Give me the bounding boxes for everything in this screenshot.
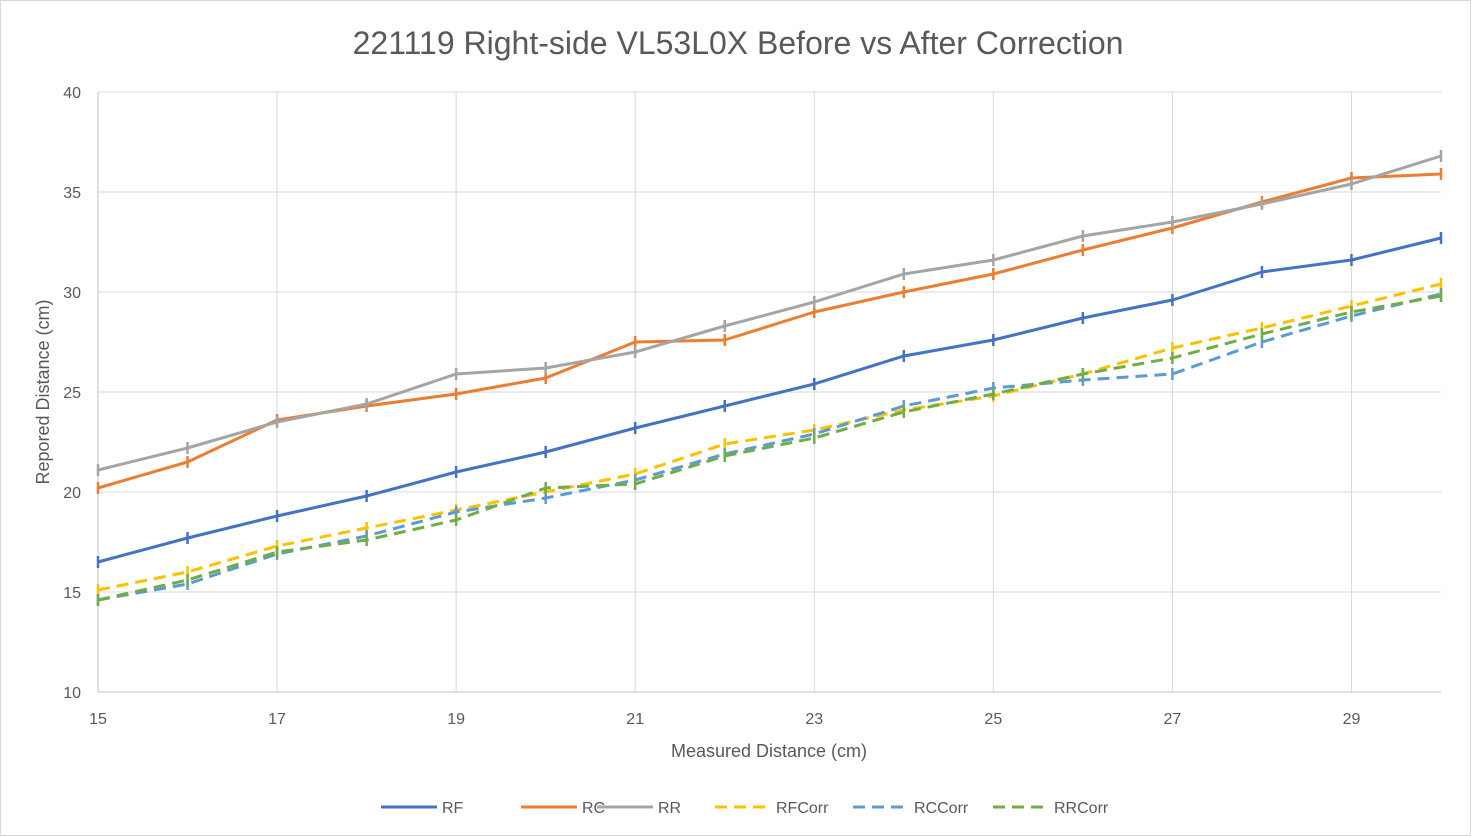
y-axis-title: Repored Distance (cm) [33,299,53,484]
y-tick-label: 20 [63,485,81,502]
x-tick-label: 27 [1164,711,1182,728]
y-tick-label: 35 [63,185,81,202]
legend-label-rr: RR [658,800,681,817]
legend-label-rfcorr: RFCorr [776,800,829,817]
series-line-rfcorr [97,282,1442,592]
y-tick-label: 15 [63,585,81,602]
legend-label-rrcorr: RRCorr [1054,800,1109,817]
x-tick-label: 17 [268,711,286,728]
y-tick-label: 25 [63,385,81,402]
x-tick-label: 15 [89,711,107,728]
y-tick-label: 30 [63,285,81,302]
gridlines [97,91,1441,693]
x-tick-label: 19 [447,711,465,728]
series-lines [96,150,1443,606]
x-tick-label: 25 [984,711,1002,728]
axes: 10 15 20 25 30 35 40 15 17 19 21 23 25 27 29 [63,85,1441,728]
x-tick-label: 21 [626,711,644,728]
legend-label-rf: RF [442,800,464,817]
x-axis-title: Measured Distance (cm) [671,741,867,761]
legend-label-rc: RC [582,800,605,817]
y-tick-label: 40 [63,85,81,102]
legend-label-rccorr: RCCorr [914,800,969,817]
series-line-rf [97,236,1442,564]
series-line-rc [97,172,1442,490]
x-tick-label: 23 [805,711,823,728]
chart-title: 221119 Right-side VL53L0X Before vs Afte… [353,25,1124,61]
legend: RF RC RR RFCorr RCCorr RRCorr [381,800,1109,817]
x-tick-label: 29 [1343,711,1361,728]
series-line-rr [97,154,1442,472]
series-line-rrcorr [97,294,1442,602]
y-tick-label: 10 [63,685,81,702]
